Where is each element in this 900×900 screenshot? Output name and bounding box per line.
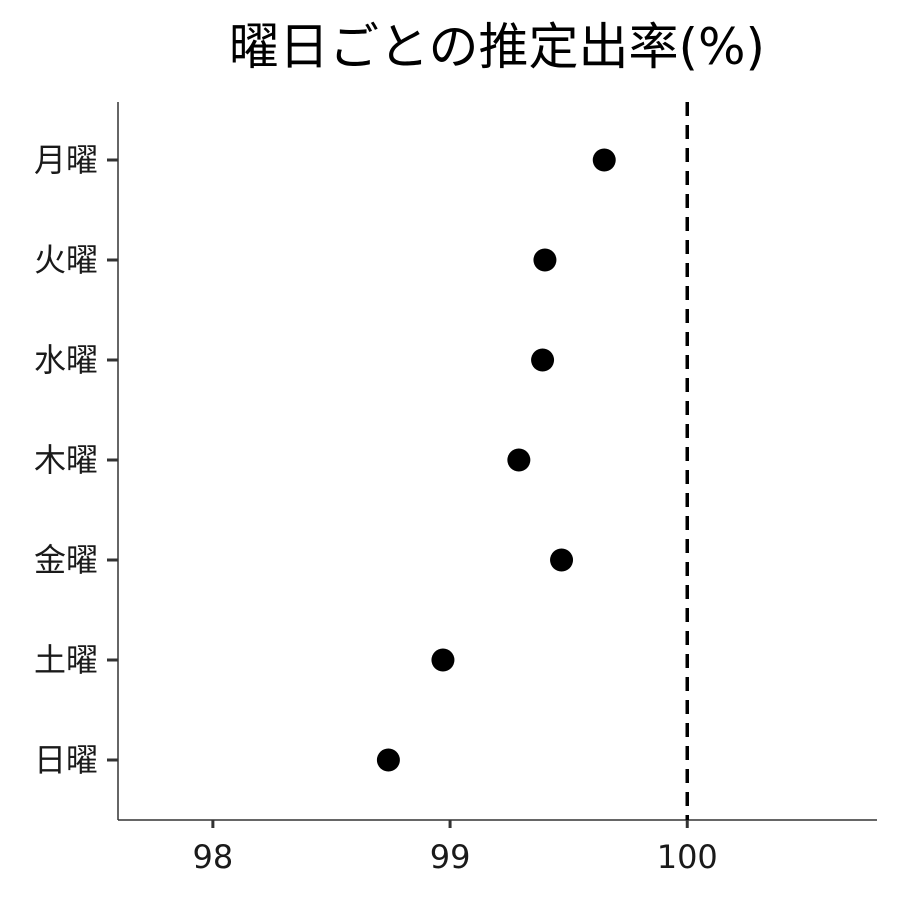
data-point [376,748,400,772]
data-point [550,548,574,572]
data-point [507,448,531,472]
y-tick-label: 火曜 [34,241,98,279]
y-tick-label: 土曜 [34,641,98,679]
y-tick-label: 日曜 [34,741,98,779]
y-tick-label: 金曜 [34,541,98,579]
data-point [431,648,455,672]
y-tick-label: 木曜 [34,441,98,479]
x-tick-label: 100 [657,838,718,876]
data-point [592,148,616,172]
y-tick-label: 水曜 [34,341,98,379]
x-tick-label: 99 [430,838,471,876]
data-point [533,248,557,272]
data-points [376,148,616,772]
x-tick-label: 98 [193,838,234,876]
data-point [531,348,555,372]
y-tick-label: 月曜 [34,141,98,179]
x-axis-ticks: 98 99 100 [193,820,718,876]
chart-title: 曜日ごとの推定出率(%) [229,18,765,76]
